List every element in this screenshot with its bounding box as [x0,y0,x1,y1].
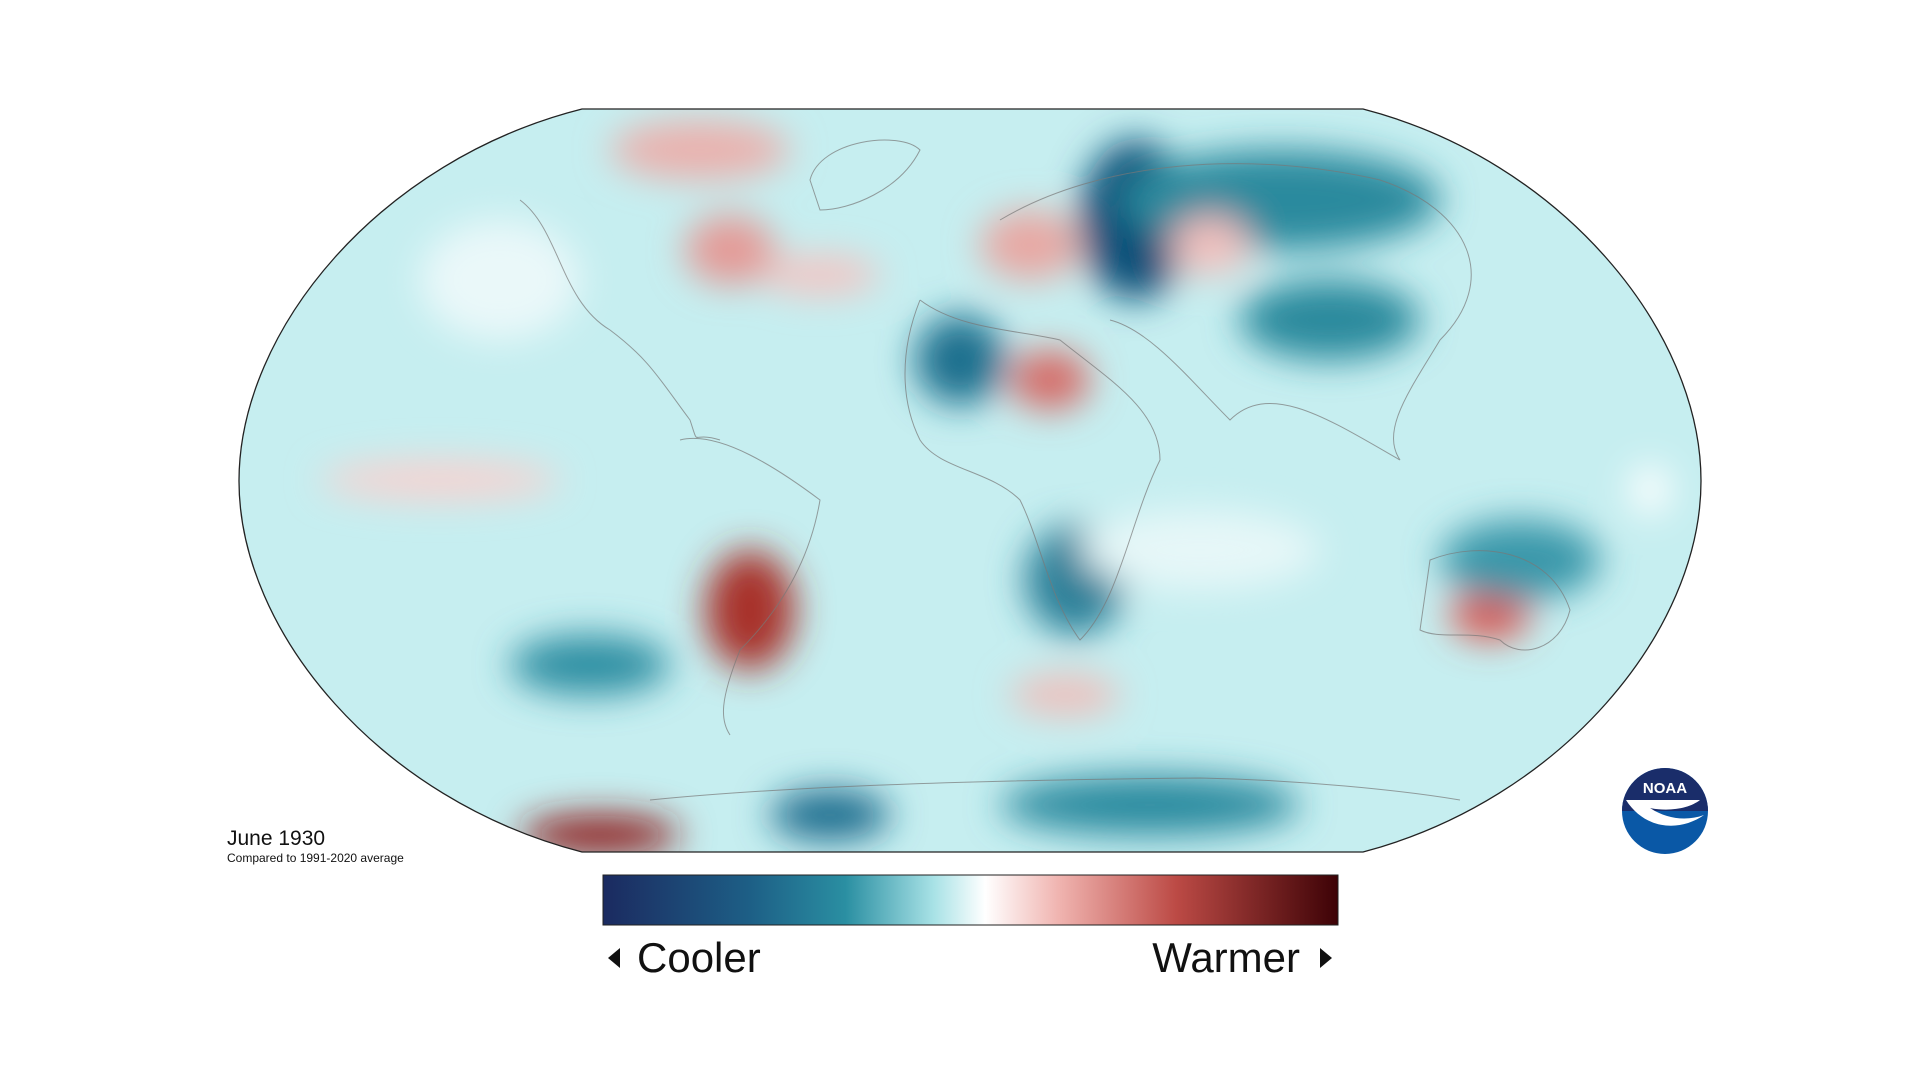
anomaly-map [239,109,1701,852]
map-border [238,108,1702,853]
anomaly-field [320,120,1670,852]
map-subtitle: Compared to 1991-2020 average [227,851,404,865]
left-arrow [608,948,620,968]
high-label: Warmer [1152,934,1300,981]
right-arrow [1320,948,1332,968]
map-title: June 1930 [227,827,325,850]
low-label: Cooler [637,934,761,981]
noaa-logo: NOAA [1622,768,1708,854]
logo-text: NOAA [1643,780,1687,797]
color-scale [602,874,1339,926]
coastlines [519,139,1571,801]
